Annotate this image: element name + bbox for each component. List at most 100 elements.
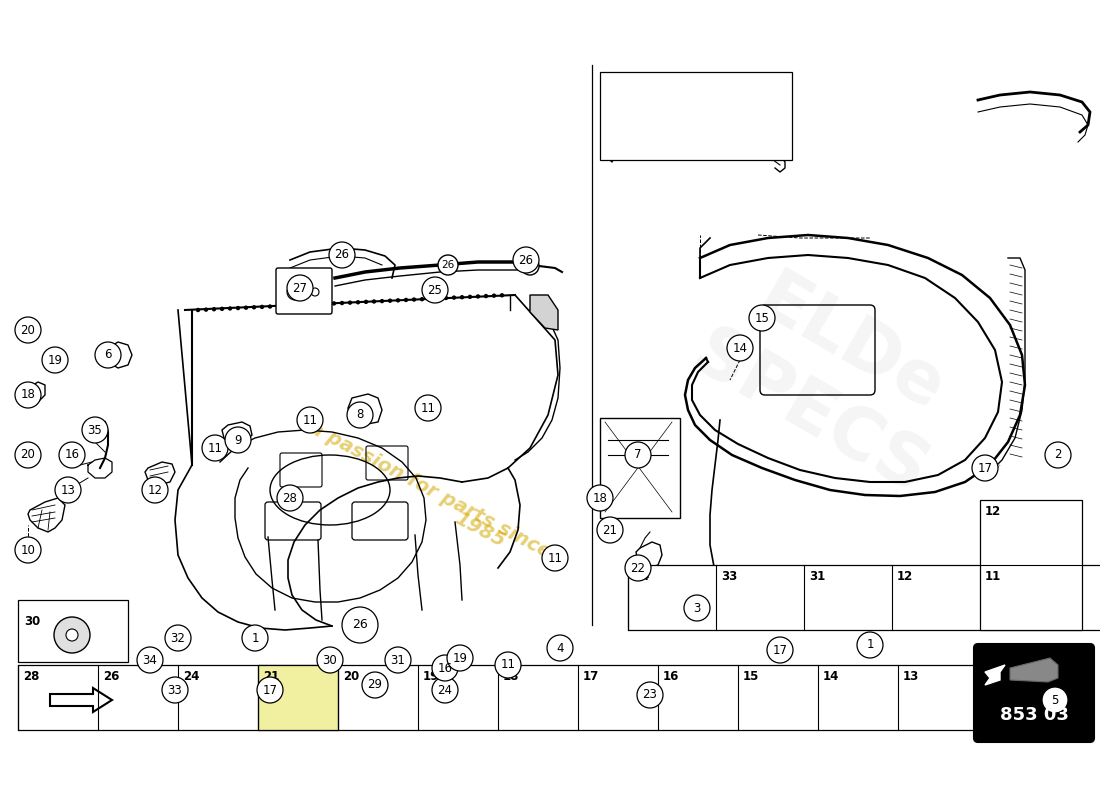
Circle shape: [422, 277, 448, 303]
Text: 20: 20: [21, 449, 35, 462]
Text: 17: 17: [772, 643, 788, 657]
Circle shape: [196, 308, 200, 312]
Text: 30: 30: [24, 615, 41, 628]
Text: 20: 20: [21, 323, 35, 337]
Bar: [600, 418, 680, 518]
Text: 31: 31: [808, 570, 825, 583]
Circle shape: [438, 255, 458, 275]
Text: ELDe
SPECS: ELDe SPECS: [680, 250, 980, 510]
Text: 26: 26: [334, 249, 350, 262]
Text: 23: 23: [642, 689, 658, 702]
Text: 24: 24: [438, 683, 452, 697]
FancyBboxPatch shape: [974, 644, 1094, 742]
Text: 11: 11: [548, 551, 562, 565]
Text: 5: 5: [1052, 694, 1058, 706]
Circle shape: [1042, 687, 1068, 713]
Text: 14: 14: [733, 342, 748, 354]
Circle shape: [287, 275, 314, 301]
Circle shape: [284, 303, 288, 308]
Text: 2: 2: [1054, 449, 1062, 462]
Text: 11: 11: [302, 414, 318, 426]
Text: 4: 4: [557, 642, 563, 654]
Circle shape: [492, 294, 496, 298]
Text: 34: 34: [143, 654, 157, 666]
Circle shape: [220, 306, 224, 311]
Circle shape: [260, 305, 264, 309]
Circle shape: [329, 242, 355, 268]
Circle shape: [460, 295, 464, 299]
Circle shape: [767, 637, 793, 663]
Circle shape: [625, 442, 651, 468]
Circle shape: [82, 417, 108, 443]
Circle shape: [54, 617, 90, 653]
Text: 27: 27: [293, 282, 308, 294]
Circle shape: [372, 299, 376, 304]
Circle shape: [432, 677, 458, 703]
Text: a passion for parts since: a passion for parts since: [306, 418, 554, 562]
Text: 31: 31: [390, 654, 406, 666]
Text: 20: 20: [343, 670, 360, 683]
Text: 15: 15: [742, 670, 759, 683]
Text: 16: 16: [65, 449, 79, 462]
Text: 16: 16: [663, 670, 680, 683]
Bar: [18, 665, 978, 730]
Circle shape: [204, 307, 208, 312]
Circle shape: [348, 301, 352, 305]
Circle shape: [287, 284, 303, 300]
Text: 853 03: 853 03: [1000, 706, 1068, 724]
Circle shape: [15, 442, 41, 468]
Bar: [258, 665, 338, 730]
Circle shape: [385, 647, 411, 673]
Circle shape: [355, 300, 360, 305]
Circle shape: [404, 298, 408, 302]
Circle shape: [379, 299, 384, 303]
Bar: [18, 600, 128, 662]
Bar: [980, 500, 1082, 630]
Circle shape: [443, 296, 448, 300]
Text: 9: 9: [234, 434, 242, 446]
Circle shape: [235, 306, 240, 310]
Circle shape: [1045, 442, 1071, 468]
Polygon shape: [984, 665, 1005, 685]
Text: 35: 35: [88, 423, 102, 437]
Circle shape: [972, 455, 998, 481]
Circle shape: [212, 307, 217, 311]
Circle shape: [597, 517, 623, 543]
Text: 1: 1: [251, 631, 258, 645]
Text: 21: 21: [603, 523, 617, 537]
Circle shape: [637, 682, 663, 708]
Circle shape: [297, 407, 323, 433]
Circle shape: [228, 306, 232, 310]
Circle shape: [513, 247, 539, 273]
Text: 13: 13: [903, 670, 920, 683]
Text: 1: 1: [867, 638, 873, 651]
Text: 18: 18: [503, 670, 519, 683]
Circle shape: [727, 335, 754, 361]
Circle shape: [420, 297, 425, 302]
Circle shape: [317, 647, 343, 673]
Circle shape: [749, 305, 775, 331]
Circle shape: [587, 485, 613, 511]
Circle shape: [447, 645, 473, 671]
Text: 30: 30: [322, 654, 338, 666]
Circle shape: [244, 306, 249, 310]
Circle shape: [415, 395, 441, 421]
Circle shape: [308, 302, 312, 306]
Text: 25: 25: [428, 283, 442, 297]
Circle shape: [484, 294, 488, 298]
Circle shape: [316, 302, 320, 306]
Circle shape: [542, 545, 568, 571]
Text: 8: 8: [356, 409, 364, 422]
Circle shape: [42, 347, 68, 373]
Text: 26: 26: [352, 618, 367, 631]
Text: 17: 17: [978, 462, 992, 474]
Circle shape: [162, 677, 188, 703]
Polygon shape: [50, 688, 112, 712]
Circle shape: [432, 655, 458, 681]
Circle shape: [138, 647, 163, 673]
Circle shape: [95, 342, 121, 368]
Text: 28: 28: [23, 670, 40, 683]
Text: 32: 32: [170, 631, 186, 645]
Text: 11: 11: [420, 402, 436, 414]
Circle shape: [476, 294, 481, 298]
